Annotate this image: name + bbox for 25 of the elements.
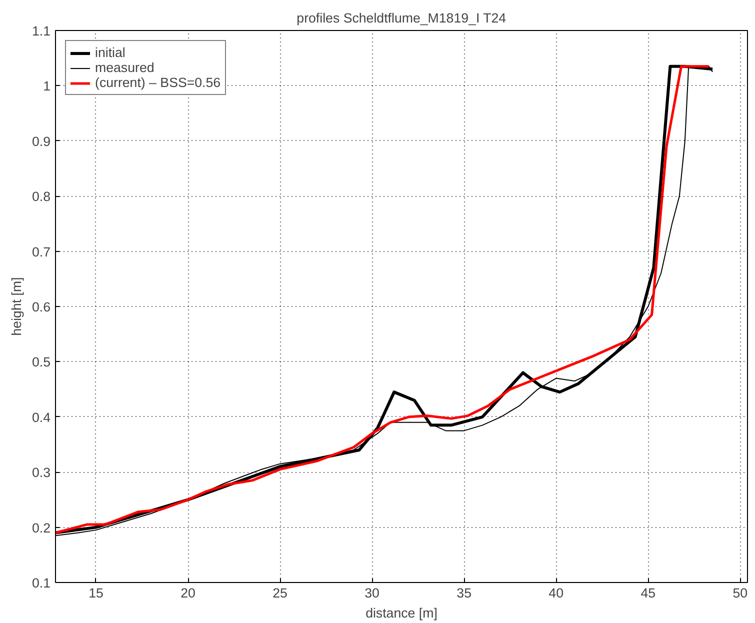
y-tick-label: 0.8	[32, 189, 51, 204]
y-tick-label: 0.7	[32, 244, 51, 260]
y-tick-label: 0.6	[32, 300, 51, 314]
y-tick-label: 0.5	[32, 354, 51, 370]
x-tick-label: 40	[548, 586, 564, 600]
x-tick-label: 35	[456, 586, 472, 600]
legend-label: measured	[95, 60, 154, 75]
y-tick-label: 1	[43, 78, 51, 94]
legend-label: (current) – BSS=0.56	[95, 75, 221, 90]
y-tick-label: 0.2	[32, 520, 51, 536]
chart-title: profiles Scheldtflume_M1819_I T24	[296, 10, 507, 26]
x-axis-title: distance [m]	[366, 606, 438, 620]
y-axis-title: height [m]	[8, 277, 24, 336]
x-tick-label: 50	[732, 586, 748, 600]
x-tick-label: 25	[272, 586, 288, 600]
legend-label: initial	[95, 45, 126, 60]
x-tick-label: 20	[180, 586, 196, 600]
y-tick-label: 0.1	[32, 576, 51, 590]
y-tick-label: 0.4	[32, 410, 52, 425]
x-tick-label: 15	[88, 586, 104, 600]
y-tick-label: 1.1	[32, 24, 51, 38]
y-tick-label: 0.9	[32, 134, 51, 149]
x-tick-label: 45	[640, 586, 656, 600]
y-tick-label: 0.3	[32, 465, 51, 480]
x-tick-label: 30	[364, 586, 380, 600]
